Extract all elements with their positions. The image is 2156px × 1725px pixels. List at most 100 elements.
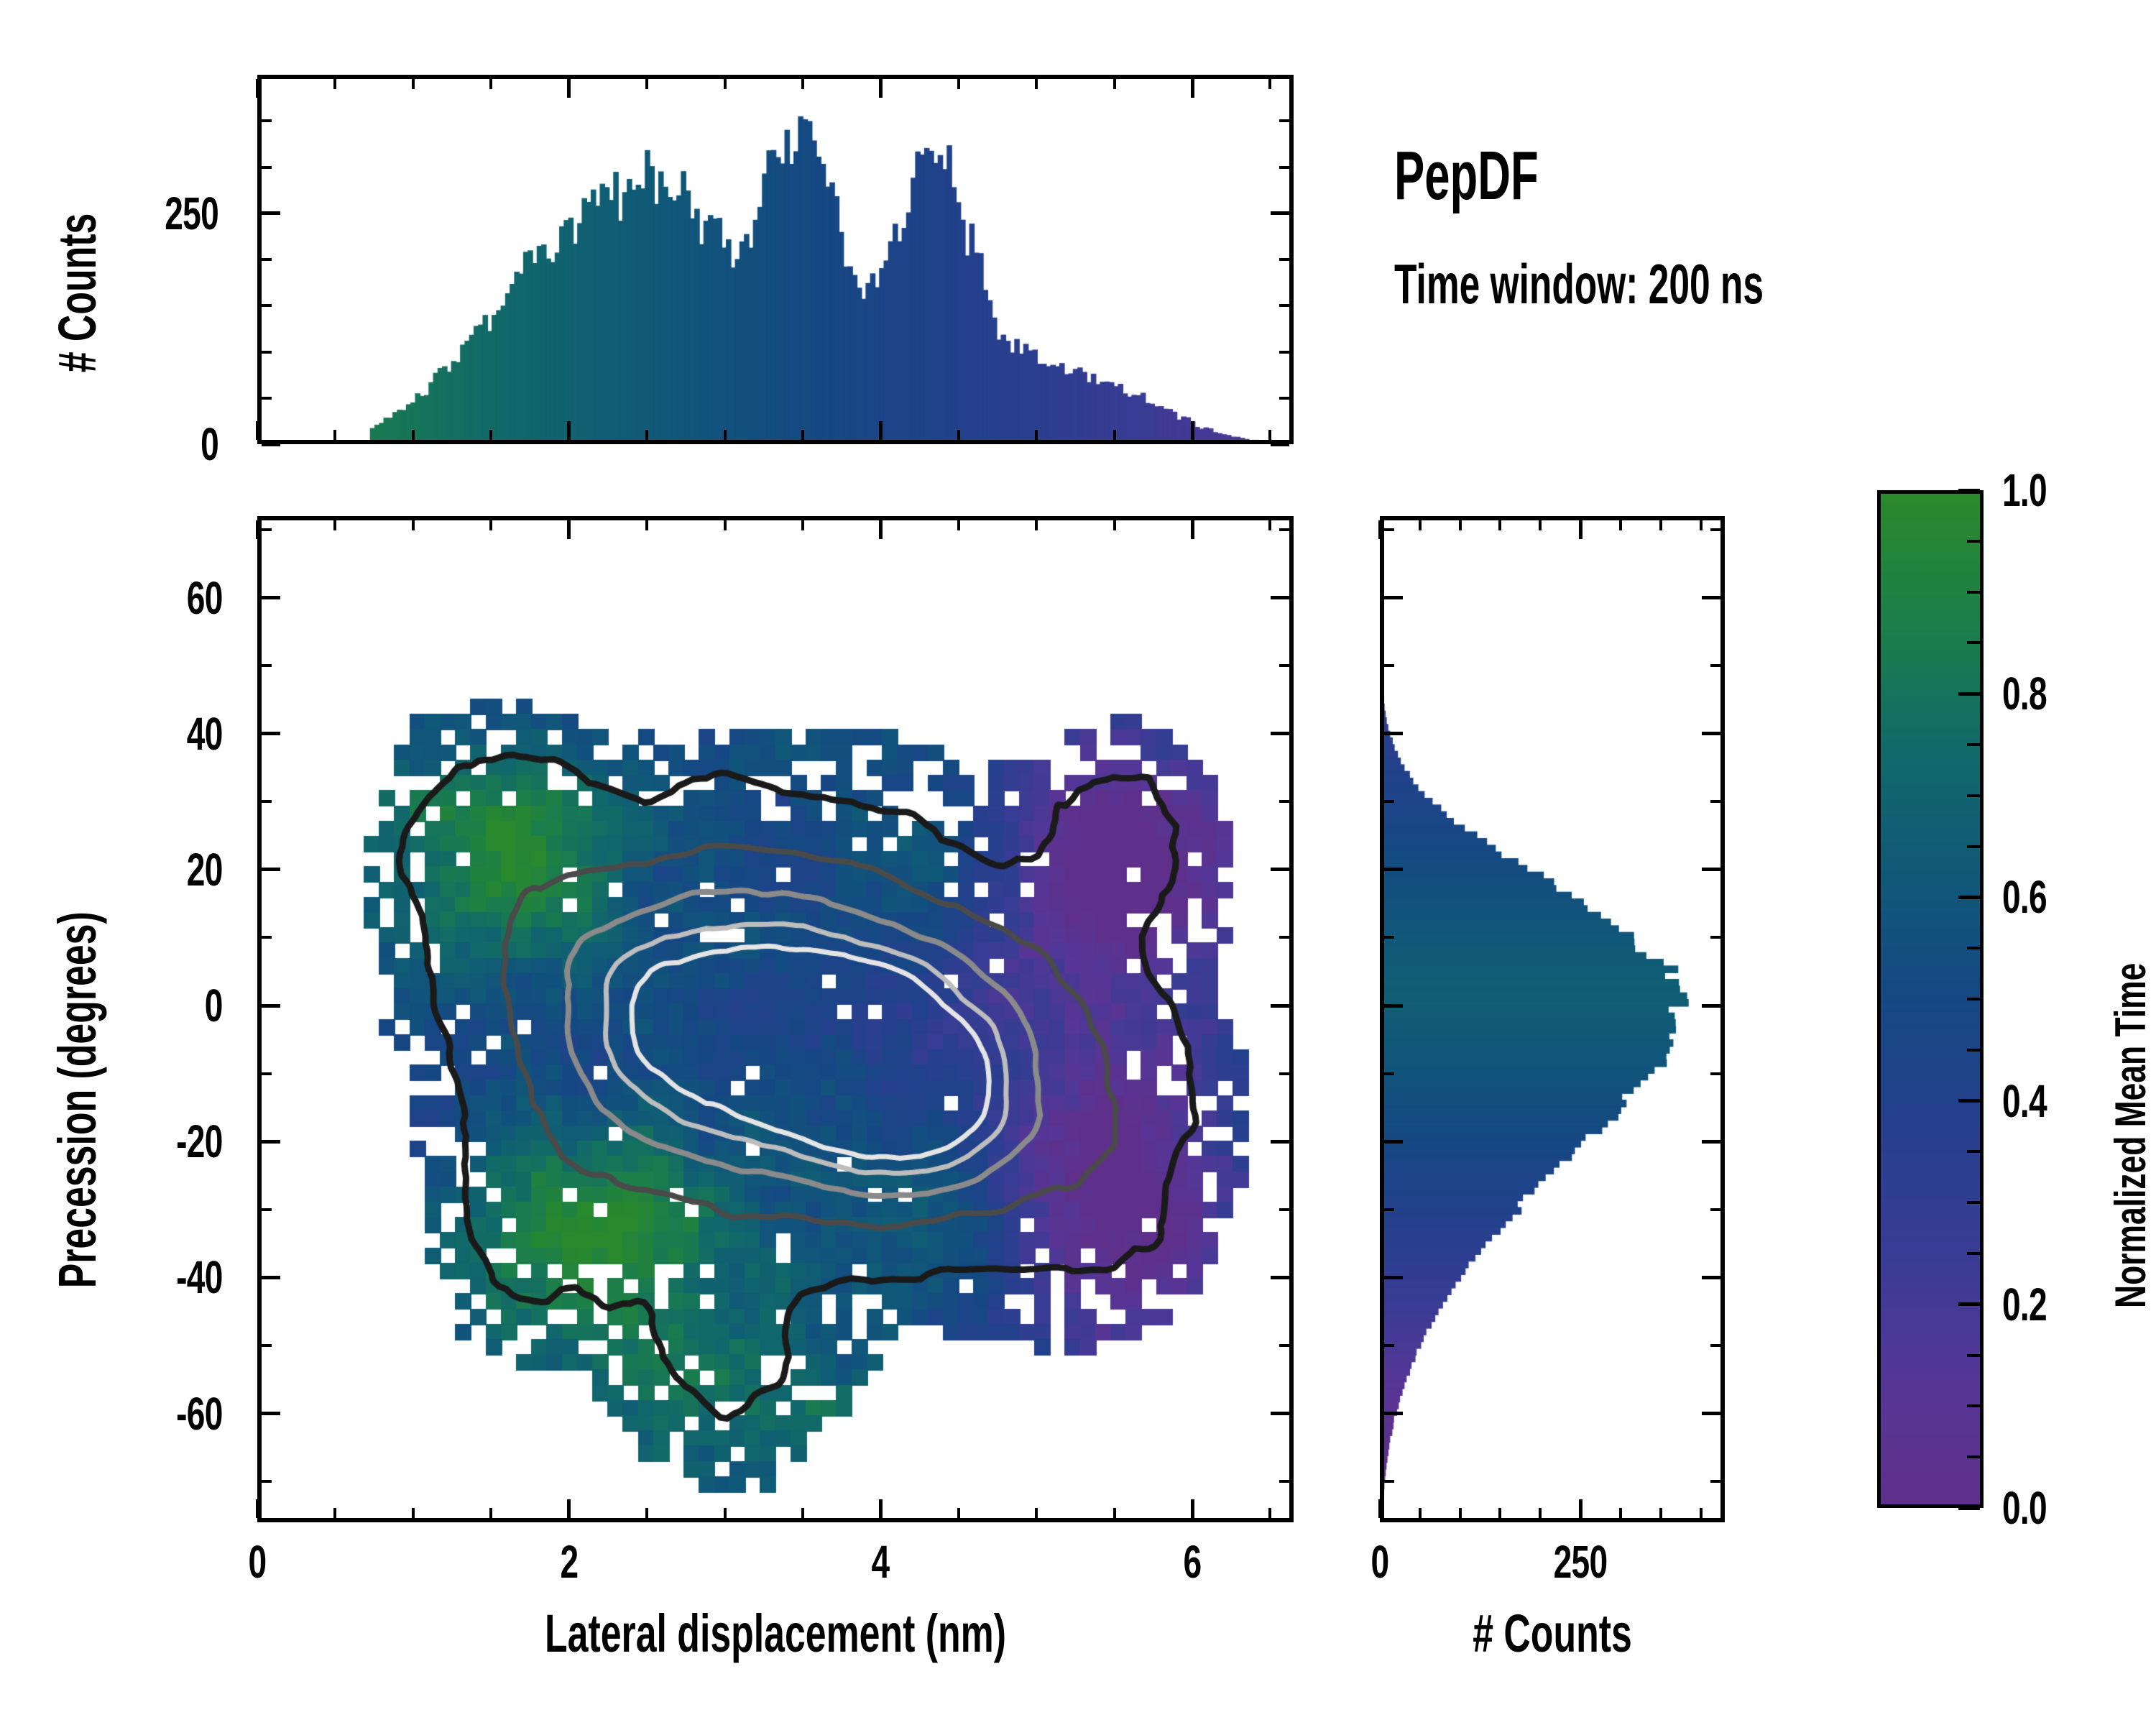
x-tick-label: 4: [871, 1536, 890, 1588]
tick-mark: [1967, 998, 1980, 1000]
tick-mark: [1498, 1508, 1502, 1518]
tick-mark: [1035, 520, 1038, 530]
tick-mark: [1958, 1506, 1980, 1510]
y-tick-label: 0: [204, 980, 224, 1032]
tick-mark: [262, 304, 272, 308]
tick-mark: [1710, 1344, 1720, 1348]
tick-mark: [1112, 79, 1116, 89]
tick-mark: [1384, 1412, 1403, 1416]
tick-mark: [1279, 258, 1289, 261]
tick-mark: [567, 520, 571, 539]
tick-mark: [1702, 732, 1720, 736]
tick-mark: [1112, 430, 1116, 440]
tick-mark: [645, 1508, 649, 1518]
tick-mark: [1279, 304, 1289, 308]
tick-mark: [1958, 895, 1980, 899]
tick-mark: [1279, 800, 1289, 804]
tick-mark: [1578, 1499, 1583, 1518]
tick-mark: [489, 430, 493, 440]
tick-mark: [1271, 1412, 1289, 1416]
tick-mark: [723, 1508, 727, 1518]
tick-mark: [1710, 936, 1720, 939]
x-tick-label: 2: [560, 1536, 579, 1588]
tick-mark: [1271, 1275, 1289, 1279]
tick-mark: [1702, 1275, 1720, 1279]
tick-mark: [1710, 1072, 1720, 1075]
tick-mark: [1967, 743, 1980, 746]
tick-mark: [1035, 430, 1038, 440]
tick-mark: [878, 520, 883, 539]
tick-mark: [262, 1003, 280, 1008]
tick-mark: [1702, 868, 1720, 872]
tick-mark: [1967, 1252, 1980, 1255]
x-tick-label: 6: [1183, 1536, 1202, 1588]
tick-mark: [1384, 1275, 1403, 1279]
y-tick-label: 60: [186, 571, 224, 624]
tick-mark: [1279, 1344, 1289, 1348]
right-x-tick-label: 250: [1553, 1536, 1608, 1588]
tick-mark: [1967, 1404, 1980, 1408]
tick-mark: [1384, 868, 1403, 872]
tick-mark: [1539, 1508, 1542, 1518]
top-y-tick-label: 0: [201, 418, 219, 470]
tick-mark: [1190, 1499, 1194, 1518]
main-panel-xlabel: Lateral displacement (nm): [545, 1604, 1006, 1663]
tick-mark: [1967, 1201, 1980, 1205]
tick-mark: [262, 258, 272, 261]
tick-mark: [1384, 1208, 1394, 1211]
tick-mark: [262, 936, 272, 939]
tick-mark: [1967, 947, 1980, 950]
tick-mark: [1279, 396, 1289, 400]
y-tick-label: -60: [176, 1387, 223, 1440]
right-histogram-bars: [1380, 516, 1725, 1522]
tick-mark: [1378, 520, 1382, 539]
tick-mark: [1710, 800, 1720, 804]
tick-mark: [333, 1508, 337, 1518]
colorbar-tick-label: 0.6: [2002, 871, 2047, 924]
tick-mark: [723, 79, 727, 89]
tick-mark: [1190, 79, 1194, 98]
top-histogram-bars: [257, 75, 1294, 444]
tick-mark: [957, 79, 960, 89]
tick-mark: [1967, 590, 1980, 594]
tick-mark: [262, 119, 272, 123]
tick-mark: [411, 520, 415, 530]
tick-mark: [1384, 936, 1394, 939]
tick-mark: [1578, 520, 1583, 539]
tick-mark: [1035, 1508, 1038, 1518]
tick-mark: [1710, 1208, 1720, 1211]
tick-mark: [1458, 520, 1462, 530]
tick-mark: [1967, 539, 1980, 543]
tick-mark: [262, 732, 280, 736]
tick-mark: [1418, 520, 1422, 530]
heatmap-image: [257, 516, 1294, 1522]
tick-mark: [1958, 691, 1980, 696]
tick-mark: [1384, 1480, 1394, 1484]
tick-mark: [878, 79, 883, 98]
tick-mark: [1702, 1412, 1720, 1416]
y-tick-label: -20: [176, 1116, 223, 1168]
tick-mark: [1384, 1003, 1403, 1008]
tick-mark: [262, 868, 280, 872]
tick-mark: [262, 528, 272, 531]
tick-mark: [262, 165, 272, 169]
tick-mark: [801, 430, 804, 440]
tick-mark: [1271, 596, 1289, 599]
tick-mark: [1112, 1508, 1116, 1518]
tick-mark: [1967, 1353, 1980, 1357]
tick-mark: [1384, 1072, 1394, 1075]
tick-mark: [1271, 732, 1289, 736]
tick-mark: [957, 1508, 960, 1518]
tick-mark: [1458, 1508, 1462, 1518]
tick-mark: [723, 520, 727, 530]
tick-mark: [262, 800, 272, 804]
tick-mark: [262, 664, 272, 668]
tick-mark: [255, 1499, 259, 1518]
tick-mark: [1384, 664, 1394, 668]
tick-mark: [1702, 1139, 1720, 1144]
tick-mark: [801, 520, 804, 530]
tick-mark: [1958, 1302, 1980, 1307]
colorbar[interactable]: [1877, 488, 1984, 1510]
tick-mark: [645, 520, 649, 530]
